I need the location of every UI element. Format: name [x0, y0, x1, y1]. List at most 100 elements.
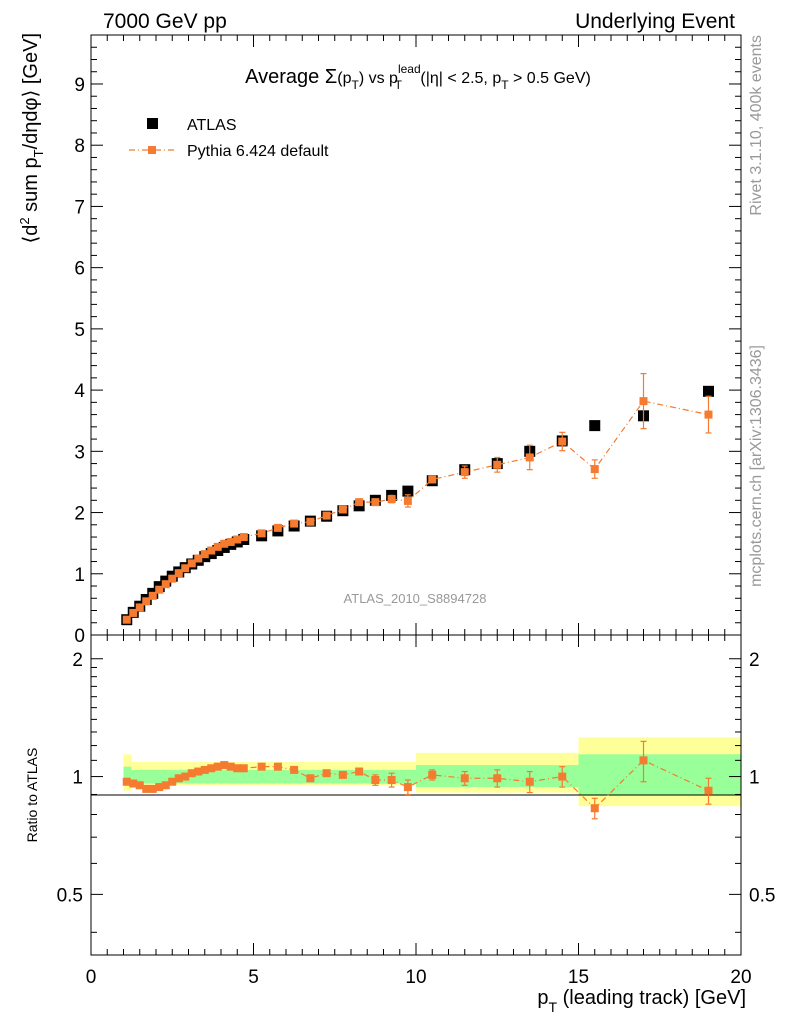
pythia-point: [161, 580, 170, 589]
main-panel: 0 1 2 3 4 5 6 7 8 9 Average Σ(pT) vs plead T (|η| …: [17, 33, 742, 647]
ratio-point: [174, 774, 183, 783]
pythia-point: [257, 529, 266, 538]
main-marks: [121, 372, 714, 626]
ratio-point: [129, 779, 138, 788]
ratio-point: [403, 783, 412, 792]
ratio-y-tick-label-right: 0.5: [749, 885, 775, 906]
ratio-point: [233, 764, 242, 773]
ratio-point: [200, 765, 209, 774]
pythia-point: [239, 533, 248, 542]
pythia-point: [122, 615, 131, 624]
ratio-point: [239, 764, 248, 773]
atlas-point: [402, 485, 414, 497]
ratio-point: [639, 756, 648, 765]
main-y-tick-label: 0: [74, 626, 85, 647]
pythia-point: [213, 542, 222, 551]
atlas-point: [703, 385, 714, 397]
pythia-point: [233, 535, 242, 544]
legend-pythia-marker: [148, 146, 156, 154]
main-y-tick-label: 8: [74, 136, 85, 157]
ratio-ylabel: Ratio to ATLAS: [24, 748, 40, 843]
ratio-point: [371, 775, 380, 784]
ratio-point: [322, 769, 331, 778]
ratio-point: [148, 784, 157, 793]
pythia-point: [306, 517, 315, 526]
x-tick-label: 15: [568, 967, 589, 988]
main-y-tick-label: 3: [74, 442, 85, 463]
pythia-point: [200, 550, 209, 559]
main-y-tick-label: 9: [74, 75, 85, 96]
pythia-point: [148, 591, 157, 600]
ratio-point: [704, 786, 713, 795]
ratio-point: [387, 775, 396, 784]
x-tick-label: 20: [730, 967, 751, 988]
main-ylabel: ⟨d2 sum pT/dηdφ⟩ [GeV]: [17, 33, 46, 244]
ratio-point: [257, 762, 266, 771]
pythia-point: [187, 559, 196, 568]
pythia-point: [290, 519, 299, 528]
legend-atlas-marker: [147, 118, 158, 129]
ratio-point: [273, 762, 282, 771]
pythia-point: [174, 569, 183, 578]
atlas-point: [589, 420, 601, 432]
ratio-point: [168, 777, 177, 786]
pythia-point: [338, 505, 347, 514]
main-y-tick-label: 1: [74, 565, 85, 586]
ratio-axes: 0.5 0.51 12 20 5 10 15 20: [57, 635, 775, 988]
analysis-label: ATLAS_2010_S8894728: [344, 591, 487, 606]
ratio-point: [194, 767, 203, 776]
pythia-point: [558, 437, 567, 446]
ratio-point: [155, 783, 164, 792]
ratio-point: [226, 762, 235, 771]
ratio-point: [525, 777, 534, 786]
pythia-point: [387, 495, 396, 504]
ratio-point: [460, 774, 469, 783]
ratio-point: [181, 772, 190, 781]
main-y-tick-label: 5: [74, 320, 85, 341]
ratio-point: [122, 777, 131, 786]
pythia-point: [355, 498, 364, 507]
pythia-point: [403, 496, 412, 505]
pythia-line: [126, 400, 709, 621]
ratio-point: [161, 781, 170, 790]
pythia-point: [493, 460, 502, 469]
main-y-tick-label: 7: [74, 197, 85, 218]
ratio-point: [220, 761, 229, 770]
legend-pythia-label: Pythia 6.424 default: [187, 143, 329, 160]
main-title: Average Σ(pT) vs plead T (|η| < 2.5, pT >…: [245, 62, 591, 92]
x-tick-label: 10: [405, 967, 426, 988]
pythia-point: [226, 537, 235, 546]
ratio-y-tick-label: 0.5: [57, 885, 83, 906]
ratio-band-inner: [123, 766, 132, 786]
pythia-point: [220, 539, 229, 548]
pythia-point: [181, 564, 190, 573]
ratio-point: [142, 784, 151, 793]
ratio-marks: [122, 740, 713, 820]
ratio-y-tick-label: 1: [72, 768, 83, 789]
ratio-panel: 0.5 0.51 12 20 5 10 15 20 Ratio to ATLAS pT (le…: [24, 634, 775, 1015]
legend-atlas-label: ATLAS: [187, 117, 237, 134]
ratio-point: [428, 770, 437, 779]
pythia-point: [207, 546, 216, 555]
pythia-point: [322, 511, 331, 520]
ratio-point: [590, 804, 599, 813]
main-y-tick-label: 2: [74, 504, 85, 525]
pythia-point: [639, 397, 648, 406]
main-axes: 0 1 2 3 4 5 6 7 8 9: [74, 34, 742, 647]
ratio-point: [338, 770, 347, 779]
pythia-point: [371, 498, 380, 507]
pythia-point: [704, 410, 713, 419]
header-right-label: Underlying Event: [575, 10, 735, 33]
legend: ATLAS Pythia 6.424 default: [129, 117, 329, 160]
ratio-point: [558, 772, 567, 781]
pythia-point: [428, 475, 437, 484]
ratio-point: [135, 781, 144, 790]
pythia-point: [155, 585, 164, 594]
ratio-y-tick-label-right: 1: [749, 768, 760, 789]
x-tick-label: 0: [86, 967, 97, 988]
pythia-point: [590, 465, 599, 474]
rivet-label: Rivet 3.1.10, 400k events: [748, 35, 765, 216]
pythia-point: [273, 523, 282, 532]
pythia-point: [460, 468, 469, 477]
